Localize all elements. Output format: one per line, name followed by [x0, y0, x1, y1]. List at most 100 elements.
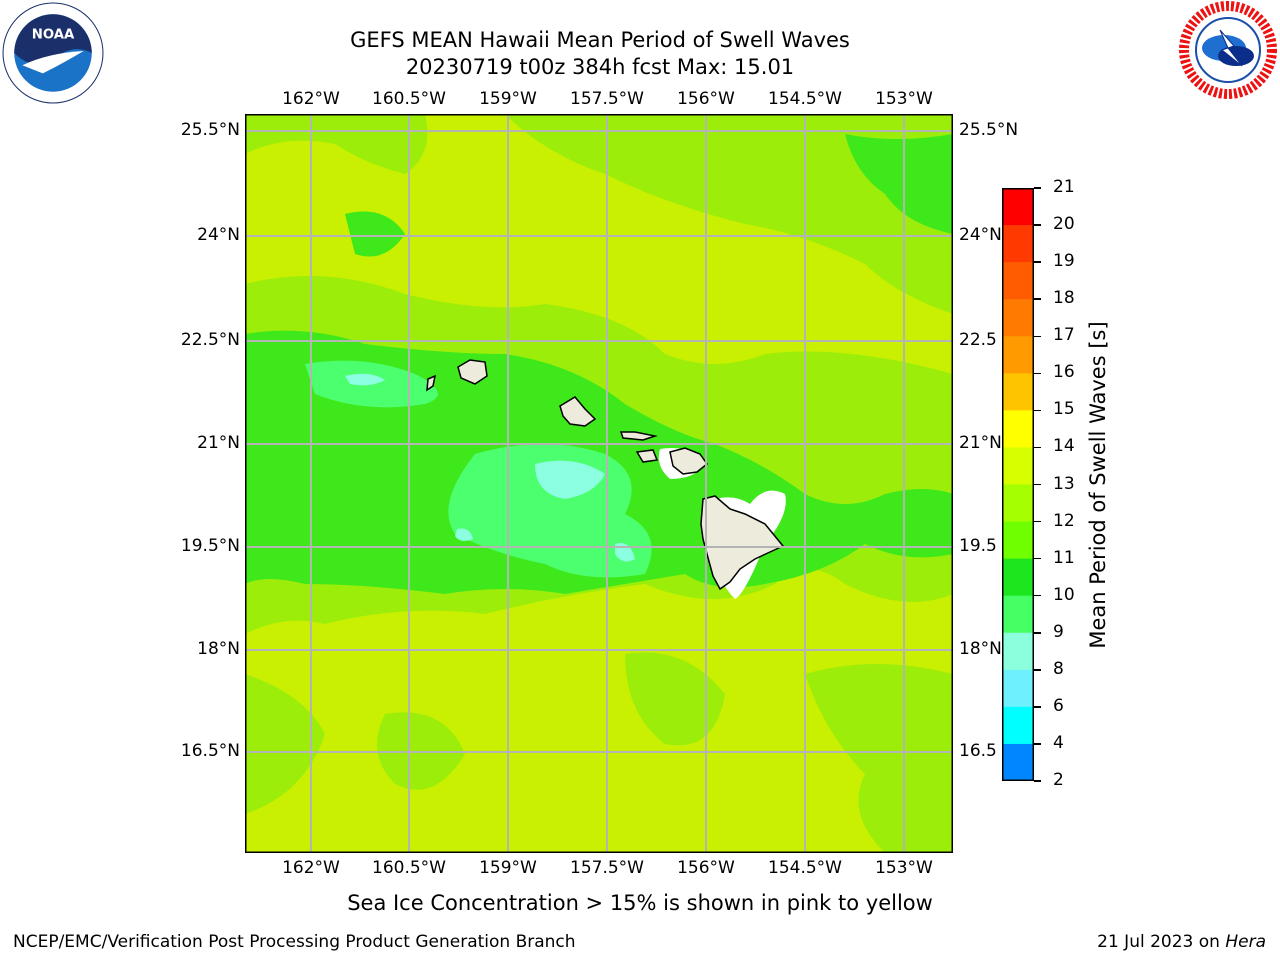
colorbar-segment [1002, 669, 1034, 708]
footer-credit: NCEP/EMC/Verification Post Processing Pr… [13, 932, 576, 952]
colorbar-tick-label: 10 [1053, 584, 1075, 605]
colorbar-tick-mark [1034, 483, 1041, 486]
colorbar-tick-label: 17 [1053, 325, 1075, 346]
lon-label-top: 154.5°W [768, 89, 842, 109]
colorbar-tick-label: 2 [1053, 770, 1064, 790]
colorbar-segment [1002, 373, 1034, 411]
colorbar-tick-label: 21 [1053, 177, 1075, 197]
island-kauai [457, 359, 488, 385]
lat-label-left: 24°N [197, 225, 240, 245]
lon-label-bottom: 154.5°W [768, 858, 842, 878]
lon-label-bottom: 153°W [875, 858, 933, 878]
colorbar-tick-label: 19 [1053, 251, 1075, 272]
colorbar-tick-label: 8 [1053, 658, 1064, 679]
lat-label-left: 16.5°N [180, 741, 240, 761]
map-gridlines [245, 114, 953, 853]
lon-label-top: 160.5°W [372, 89, 446, 109]
field-9s [345, 373, 635, 562]
colorbar-tick-label: 20 [1053, 214, 1075, 235]
colorbar-tick-label: 13 [1053, 473, 1075, 494]
colorbar-tick-label: 16 [1053, 362, 1075, 383]
island-niihau [426, 374, 437, 392]
lat-label-right: 19.5 [959, 536, 997, 556]
colorbar-segment [1002, 188, 1034, 226]
sea-ice-note: Sea Ice Concentration > 15% is shown in … [347, 891, 933, 915]
lon-label-top: 162°W [282, 89, 340, 109]
colorbar-tick-label: 9 [1053, 621, 1064, 642]
map-border [245, 114, 953, 853]
colorbar-segment [1002, 484, 1034, 523]
colorbar-tick-mark [1034, 706, 1041, 708]
colorbar-tick-mark [1034, 594, 1041, 597]
noaa-logo-icon: NOAA [2, 2, 104, 104]
colorbar-segment [1002, 706, 1034, 745]
colorbar-tick-label: 15 [1053, 399, 1075, 420]
colorbar-tick-mark [1034, 187, 1041, 189]
island-kahoolawe-lanai [635, 449, 659, 463]
footer-machine: Hera [1225, 932, 1266, 952]
island-maui [669, 447, 709, 475]
colorbar-tick-mark [1034, 780, 1041, 782]
footer-date-text: 21 Jul 2023 on [1097, 932, 1226, 952]
colorbar [1002, 188, 1034, 781]
colorbar-tick-label: 6 [1053, 695, 1064, 716]
colorbar-tick-mark [1034, 335, 1041, 337]
colorbar-segment [1002, 521, 1034, 560]
colorbar-tick-mark [1034, 446, 1041, 449]
lat-label-left: 18°N [197, 639, 240, 659]
lon-label-top: 153°W [875, 89, 933, 109]
island-molokai [619, 431, 658, 441]
colorbar-tick-label: 14 [1053, 436, 1075, 457]
lon-label-bottom: 162°W [282, 858, 340, 878]
colorbar-segment [1002, 410, 1034, 448]
lon-label-top: 159°W [479, 89, 537, 109]
lat-label-left: 19.5°N [180, 536, 240, 556]
lat-label-left: 21°N [197, 433, 240, 453]
lon-label-bottom: 159°W [479, 858, 537, 878]
lat-label-right: 24°N [959, 225, 1002, 245]
island-oahu [559, 396, 597, 427]
nws-logo-icon [1179, 1, 1277, 99]
colorbar-segment [1002, 743, 1034, 781]
noaa-logo-text: NOAA [32, 28, 75, 43]
colorbar-tick-mark [1034, 520, 1041, 523]
colorbar-segment [1002, 299, 1034, 337]
lon-label-bottom: 157.5°W [570, 858, 644, 878]
colorbar-tick-label: 4 [1053, 732, 1064, 753]
lat-label-right: 18°N [959, 639, 1002, 659]
footer-date: 21 Jul 2023 on Hera [1097, 932, 1266, 952]
colorbar-tick-mark [1034, 261, 1041, 263]
lat-label-left: 25.5°N [180, 120, 240, 140]
chart-subtitle: 20230719 t00z 384h fcst Max: 15.01 [405, 55, 795, 79]
hawaii-islands [426, 359, 785, 591]
lon-label-top: 157.5°W [570, 89, 644, 109]
chart-title: GEFS MEAN Hawaii Mean Period of Swell Wa… [350, 28, 850, 52]
colorbar-tick-mark [1034, 372, 1041, 375]
colorbar-tick-mark [1034, 298, 1041, 300]
colorbar-tick-mark [1034, 632, 1041, 634]
colorbar-segment [1002, 336, 1034, 374]
colorbar-tick-mark [1034, 409, 1041, 412]
colorbar-segment [1002, 558, 1034, 597]
colorbar-tick-label: 12 [1053, 510, 1075, 531]
colorbar-label: Mean Period of Swell Waves [s] [1086, 321, 1110, 649]
colorbar-border [1002, 188, 1034, 781]
colorbar-tick-mark [1034, 224, 1041, 226]
colorbar-tick-label: 11 [1053, 547, 1075, 568]
colorbar-tick-mark [1034, 669, 1041, 671]
lat-label-right: 25.5°N [959, 120, 1019, 140]
lat-label-left: 22.5°N [180, 330, 240, 350]
colorbar-segment [1002, 447, 1034, 485]
colorbar-segment [1002, 262, 1034, 300]
colorbar-tick-mark [1034, 557, 1041, 560]
lon-label-bottom: 156°W [677, 858, 735, 878]
colorbar-tick-mark [1034, 743, 1041, 745]
lat-label-right: 22.5 [959, 330, 997, 350]
colorbar-segment [1002, 632, 1034, 671]
colorbar-segment [1002, 595, 1034, 634]
lon-label-top: 156°W [677, 89, 735, 109]
lat-label-right: 16.5 [959, 741, 997, 761]
wave-period-map [245, 114, 953, 853]
lat-label-right: 21°N [959, 433, 1002, 453]
colorbar-tick-label: 18 [1053, 288, 1075, 309]
